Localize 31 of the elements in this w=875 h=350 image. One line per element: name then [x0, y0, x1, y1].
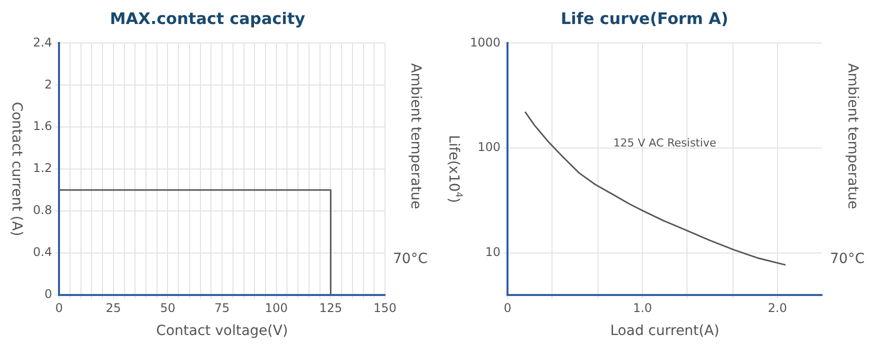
x-tick-label: 25	[106, 301, 122, 316]
x-tick-label: 0	[504, 301, 512, 316]
x-tick-label: 1.0	[632, 301, 652, 316]
y-tick-label: 0.4	[32, 244, 52, 259]
y-tick-label: 1.2	[32, 161, 52, 176]
y-tick-label: 2	[44, 77, 52, 92]
y-tick-label: 1.6	[32, 119, 52, 134]
x-tick-label: 2.0	[768, 301, 788, 316]
text: 70°C	[830, 251, 865, 268]
y-tick-label: 10	[485, 245, 501, 260]
y-tick-label: 1000	[470, 35, 501, 50]
y-axis-title: Contact current (A)	[8, 102, 24, 236]
x-tick-label: 100	[264, 301, 288, 316]
y-tick-label: 0	[44, 286, 52, 301]
x-tick-label: 125	[319, 301, 342, 316]
y-tick-label: 0.8	[32, 203, 52, 218]
x-tick-label: 0	[55, 301, 63, 316]
chart-title: MAX.contact capacity	[110, 8, 306, 28]
x-tick-label: 50	[160, 301, 176, 316]
x-tick-label: 75	[214, 301, 230, 316]
x-tick-label: 150	[374, 301, 396, 316]
y-tick-label: 2.4	[32, 35, 52, 50]
text: 70°C	[393, 251, 428, 268]
chart-title: Life curve(Form A)	[560, 8, 728, 28]
y-tick-label: 100	[478, 140, 501, 154]
text: Ambient temperatue	[844, 63, 860, 210]
annotation: 125 V AC Resistive	[613, 136, 717, 150]
x-axis-title: Load current(A)	[610, 323, 720, 340]
x-axis-title: Contact voltage(V)	[156, 323, 288, 340]
text: Ambient temperatue	[407, 63, 424, 210]
y-axis-title: Life(x104)	[445, 134, 464, 204]
